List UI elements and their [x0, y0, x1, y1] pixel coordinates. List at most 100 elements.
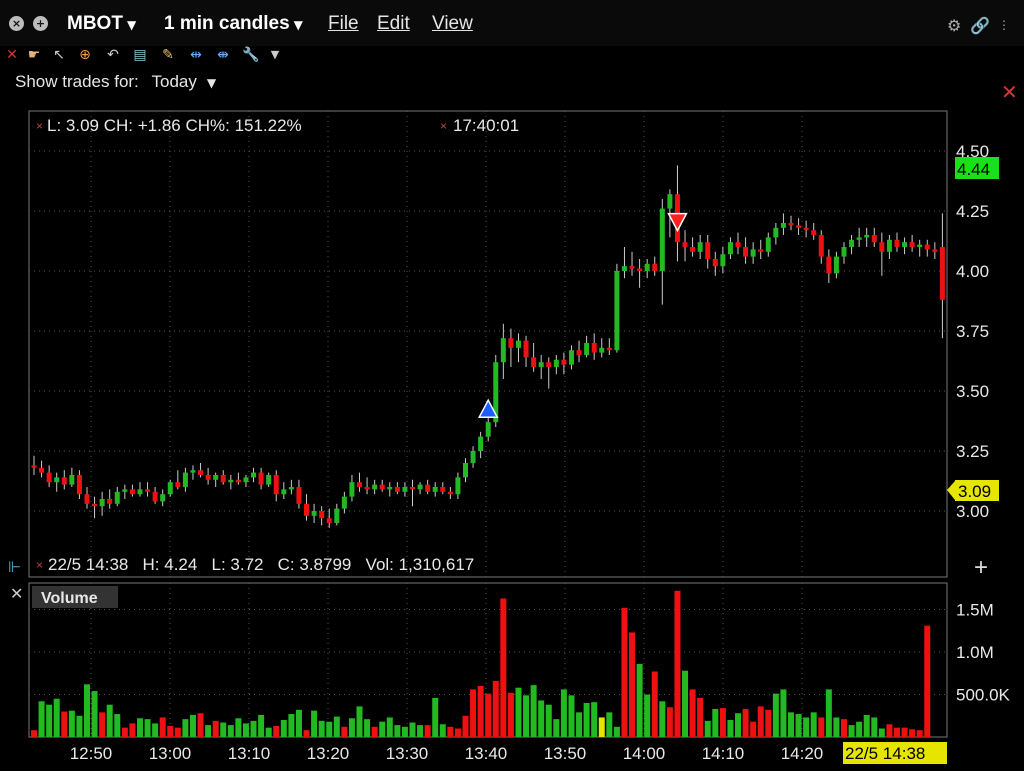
link-icon[interactable]: 🔗: [970, 16, 990, 35]
wrench-icon[interactable]: 🔧: [242, 47, 260, 63]
volume-bar: [560, 689, 567, 737]
candle: [205, 467, 211, 485]
volume-bar: [674, 590, 681, 737]
volume-bar: [136, 718, 143, 737]
volume-tick-label: 1.5M: [956, 601, 994, 620]
menu-file[interactable]: File: [328, 13, 359, 34]
candle: [606, 338, 612, 355]
candle: [818, 230, 824, 264]
volume-bar: [341, 726, 348, 737]
show-trades-value: Today: [151, 72, 197, 91]
candle: [485, 415, 491, 442]
candle: [447, 487, 453, 499]
menu-view[interactable]: View: [432, 13, 473, 34]
volume-bar: [182, 719, 189, 737]
volume-bar: [288, 714, 295, 737]
volume-bar: [68, 710, 75, 737]
crosshair-cursor-icon: +: [974, 554, 988, 581]
volume-bar: [61, 711, 68, 737]
x-tick-label: 13:20: [307, 744, 350, 763]
candle: [561, 352, 567, 375]
chevron-down-icon: ▼: [126, 18, 137, 32]
volume-bar: [295, 709, 302, 737]
bar-info-close-icon[interactable]: ×: [36, 558, 43, 572]
close-panel-icon[interactable]: ✕: [1001, 80, 1018, 104]
gear-icon[interactable]: ⚙: [947, 16, 962, 35]
candle: [758, 239, 764, 259]
close-icon[interactable]: ✕: [6, 47, 18, 63]
hand-pointer-icon[interactable]: ☛: [27, 47, 41, 63]
chart-style-icon[interactable]: ▤: [133, 47, 147, 63]
volume-bar: [750, 721, 757, 737]
interval-label: 1 min candles: [164, 13, 290, 34]
candle: [849, 235, 855, 255]
volume-bar: [553, 719, 560, 737]
interval-selector[interactable]: 1 min candles ▼: [164, 13, 303, 35]
buy-marker-icon[interactable]: [477, 398, 499, 418]
volume-bar: [613, 726, 620, 737]
volume-bar: [227, 725, 234, 737]
volume-bar: [515, 687, 522, 737]
collapse-horizontal-icon[interactable]: ⇼: [217, 47, 229, 63]
expand-horizontal-icon[interactable]: ⇹: [190, 47, 202, 63]
candle: [304, 494, 310, 521]
volume-bar: [424, 725, 431, 737]
volume-bar: [507, 692, 514, 737]
volume-bar: [333, 716, 340, 737]
candle: [917, 239, 923, 257]
volume-bar: [765, 709, 772, 737]
volume-bar: [348, 718, 355, 737]
cursor-icon[interactable]: ↖: [53, 47, 65, 63]
candle: [659, 199, 665, 305]
candle: [796, 218, 802, 235]
volume-bar: [697, 697, 704, 737]
volume-bar: [825, 689, 832, 737]
candle: [114, 487, 120, 507]
candle: [402, 482, 408, 497]
candle: [281, 482, 287, 499]
candle: [576, 340, 582, 363]
volume-bar: [530, 685, 537, 737]
close-window-icon[interactable]: ×: [9, 16, 24, 31]
info-close-icon[interactable]: ×: [36, 119, 43, 133]
candle: [311, 503, 317, 523]
show-trades-label: Show trades for:: [15, 72, 139, 91]
close-volume-icon[interactable]: ✕: [10, 586, 23, 603]
pencil-icon[interactable]: ✎: [162, 47, 174, 63]
volume-bar: [303, 730, 310, 737]
candle: [886, 235, 892, 259]
volume-bar: [818, 717, 825, 737]
clock-text: 17:40:01: [453, 116, 519, 135]
candle: [46, 465, 52, 487]
chevron-down-icon: ▼: [206, 76, 217, 90]
dropdown-icon[interactable]: ▼: [270, 48, 280, 61]
candle: [470, 446, 476, 468]
crosshair-icon[interactable]: ⊕: [79, 47, 91, 63]
show-trades-select[interactable]: Today ▼: [152, 72, 217, 91]
time-close-icon[interactable]: ×: [440, 119, 447, 133]
sell-marker-icon[interactable]: [667, 212, 688, 233]
volume-bar: [810, 712, 817, 737]
candle: [220, 470, 226, 485]
volume-bar: [666, 707, 673, 737]
pin-icon[interactable]: ⊩: [8, 559, 21, 576]
volume-bar: [364, 719, 371, 737]
menu-edit[interactable]: Edit: [377, 13, 410, 34]
axes: 3.00 3.25 3.50 3.75 4.00 4.25 4.50 12:50 13:00 13…: [70, 142, 1011, 763]
candle: [644, 259, 650, 279]
volume-bar: [273, 725, 280, 737]
add-window-icon[interactable]: +: [33, 16, 48, 31]
candle: [637, 259, 643, 288]
symbol-selector[interactable]: MBOT ▼: [67, 13, 136, 35]
bar-info-text: 22/5 14:38 H: 4.24 L: 3.72 C: 3.8799 Vol…: [48, 555, 474, 574]
options-icon[interactable]: ⋮: [998, 18, 1010, 32]
volume-bar: [121, 727, 128, 737]
volume-bar: [788, 712, 794, 737]
undo-icon[interactable]: ↶: [107, 47, 119, 63]
candle: [531, 343, 537, 372]
candle: [803, 220, 809, 238]
candle: [190, 465, 196, 480]
volume-bars: [31, 590, 931, 737]
volume-bar: [757, 706, 764, 737]
